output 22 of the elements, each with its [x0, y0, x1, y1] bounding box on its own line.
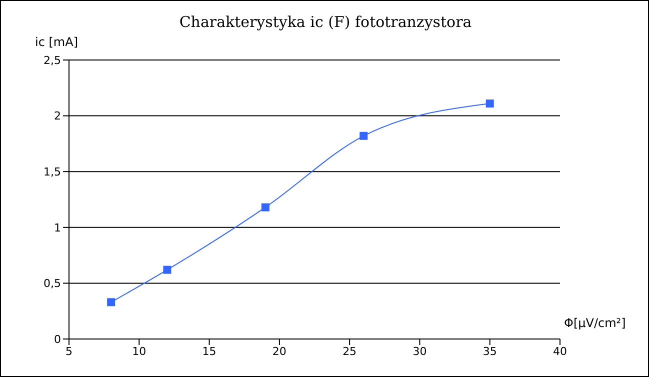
- point: [107, 298, 116, 306]
- y-tick-label: 2: [54, 110, 61, 123]
- y-tick-label: 0,5: [44, 277, 61, 290]
- x-tick-label: 25: [342, 344, 357, 358]
- x-tick-label: 15: [202, 344, 216, 358]
- x-tick-label: 10: [132, 344, 146, 358]
- x-tick-label: 30: [412, 344, 427, 358]
- x-tick-label: 40: [553, 344, 567, 358]
- point: [163, 266, 172, 274]
- y-axis-title: ic [mA]: [35, 35, 78, 49]
- y-tick-label: 1: [54, 221, 61, 234]
- point: [261, 203, 270, 212]
- x-tick-label: 20: [272, 344, 286, 358]
- chart-title: Charakterystyka ic (F) fototranzystora: [178, 13, 473, 31]
- y-tick-label: 1,5: [44, 166, 61, 179]
- y-tick-label: 0: [54, 332, 61, 346]
- x-tick-label: 35: [482, 344, 497, 358]
- point: [360, 132, 368, 140]
- point: [486, 100, 494, 108]
- x-tick-label: 5: [66, 344, 72, 358]
- x-axis-title: Φ[μV/cm²]: [564, 316, 626, 330]
- y-tick-label: 2,5: [44, 54, 61, 67]
